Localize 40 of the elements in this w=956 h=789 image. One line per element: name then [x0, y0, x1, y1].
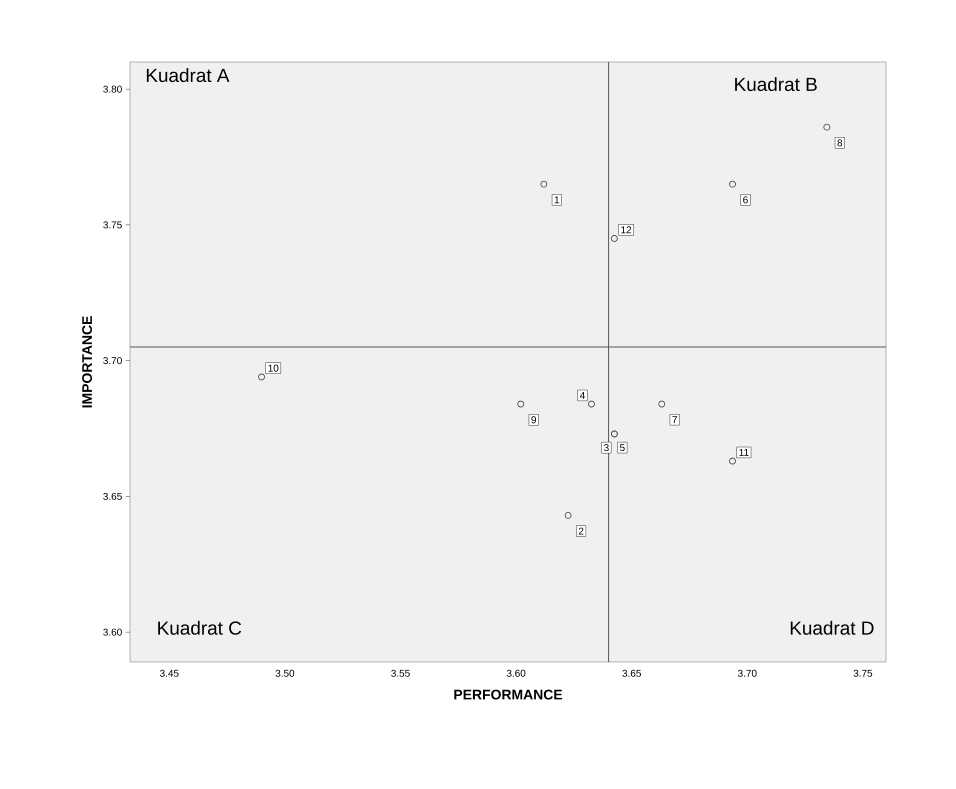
x-tick-label: 3.60 — [506, 670, 526, 677]
point — [658, 400, 666, 408]
x-tick-label: 3.75 — [854, 670, 872, 677]
y-tick-label: 3.65 — [103, 492, 122, 500]
point — [823, 124, 830, 131]
x-tick-label: 3.70 — [738, 670, 757, 677]
x-axis-title: PERFORMANCE — [454, 690, 562, 700]
annotation: Kuadrat C — [158, 620, 242, 635]
annotation: 4 — [580, 392, 585, 399]
y-tick-label: 3.60 — [103, 628, 122, 636]
point — [729, 458, 736, 464]
y-tick-label: 3.75 — [103, 221, 122, 228]
annotation: 5 — [620, 444, 625, 452]
point — [610, 235, 618, 242]
annotation: Kuadrat D — [790, 620, 874, 635]
annotation: 3 — [604, 444, 609, 452]
annotation: 1 — [554, 196, 560, 204]
x-tick-label: 3.45 — [160, 670, 179, 677]
x-tick-label: 3.55 — [391, 670, 410, 677]
y-tick-label: 3.80 — [103, 86, 122, 93]
annotation: Kuadrat A — [146, 68, 230, 82]
annotation: 9 — [531, 416, 536, 424]
x-tick-label: 3.65 — [622, 670, 641, 677]
y-tick-label: 3.70 — [103, 357, 122, 364]
point — [517, 400, 524, 408]
annotation: 2 — [578, 528, 584, 535]
y-axis-title: IMPORTANCE — [82, 316, 92, 408]
annotation: Kuadrat B — [735, 77, 817, 92]
point — [588, 400, 595, 408]
x-tick-label: 3.50 — [276, 670, 294, 677]
point — [564, 512, 572, 519]
point — [540, 180, 548, 188]
annotation: 7 — [672, 416, 678, 424]
annotation: 6 — [743, 196, 748, 204]
point — [258, 374, 265, 380]
annotation: 8 — [837, 139, 842, 146]
annotation: 10 — [268, 364, 278, 372]
annotation: 11 — [739, 449, 749, 456]
annotation: 12 — [621, 226, 632, 234]
point — [729, 180, 736, 188]
